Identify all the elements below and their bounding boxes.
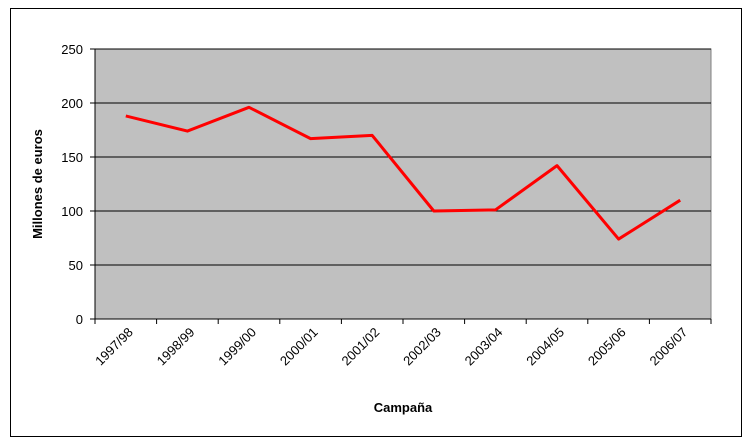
line-series xyxy=(125,105,682,241)
y-tick-label: 0 xyxy=(76,312,83,327)
y-tick-label: 200 xyxy=(61,96,83,111)
y-tick-label: 250 xyxy=(61,42,83,57)
y-tick-label: 150 xyxy=(61,150,83,165)
y-tick-label: 50 xyxy=(69,258,83,273)
y-axis-title: Millones de euros xyxy=(30,129,45,239)
x-axis-title: Campaña xyxy=(374,400,433,415)
plot-area xyxy=(94,48,712,320)
y-tick-label: 100 xyxy=(61,204,83,219)
